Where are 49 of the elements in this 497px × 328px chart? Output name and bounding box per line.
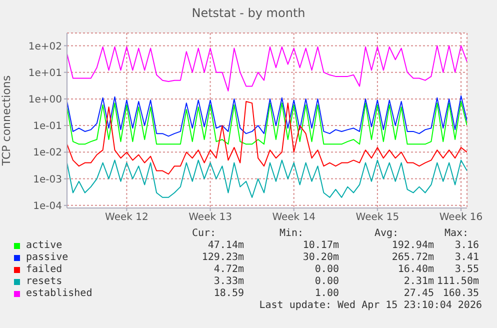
y-tick-label: 1e-04 [33, 200, 62, 212]
text: 111.50m [436, 276, 479, 288]
y-tick-label: 1e+01 [28, 68, 62, 79]
line-series [67, 160, 467, 198]
text: Avg: [373, 228, 400, 240]
line-series [67, 95, 467, 137]
text: 27.45 [402, 288, 434, 300]
line-series [67, 45, 467, 92]
text: 47.14m [206, 240, 244, 252]
y-tick-label: 1e-02 [33, 148, 62, 159]
line-series [67, 101, 467, 175]
text: 3.33m [212, 276, 244, 288]
text: 10.17m [302, 240, 339, 252]
y-tick-label: 1e+02 [28, 41, 62, 52]
text: 2.31m [402, 276, 434, 288]
y-tick-label: 1e+00 [28, 94, 62, 106]
legend-label: established [26, 288, 92, 300]
text: 16.40m [396, 264, 434, 276]
text: Cur: [190, 228, 218, 240]
text: 192.94m [390, 240, 434, 252]
text: 1.00 [314, 288, 339, 300]
x-tick-label: Week 13 [188, 212, 232, 224]
text: 18.59 [212, 288, 244, 300]
legend-label: resets [26, 276, 62, 288]
legend-label: active [26, 240, 62, 252]
y-tick-label: 1e-01 [33, 121, 62, 132]
text: 129.23m [200, 252, 244, 264]
text: Last update: Wed Apr 15 23:10:04 2026 [258, 300, 483, 312]
x-tick-label: Week 16 [439, 212, 483, 224]
x-tick-label: Week 14 [272, 212, 316, 224]
legend-label: passive [26, 252, 68, 264]
text: Max: [443, 228, 470, 240]
line-series [67, 101, 467, 145]
text: 160.35 [442, 288, 479, 300]
y-axis-title: TCP connections [0, 75, 13, 167]
text: 4.72m [212, 264, 244, 276]
text: 30.20m [302, 252, 339, 264]
chart-title: Netstat - by month [190, 6, 306, 20]
x-tick-label: Week 15 [356, 212, 400, 224]
y-tick-label: 1e-03 [33, 174, 62, 186]
text: 3.16 [454, 240, 479, 252]
text: Min: [278, 228, 304, 240]
text: 3.55 [454, 264, 479, 276]
text: 0.00 [314, 264, 339, 276]
x-tick-label: Week 12 [105, 212, 148, 224]
text: 3.41 [454, 252, 479, 264]
text: 265.72m [390, 252, 434, 264]
text: 0.00 [314, 276, 339, 288]
legend-label: failed [26, 264, 62, 276]
